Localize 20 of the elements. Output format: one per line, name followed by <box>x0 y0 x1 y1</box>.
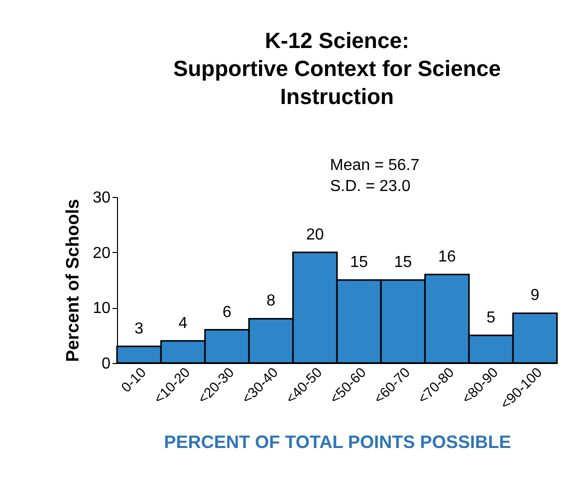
y-tick-label: 10 <box>92 300 111 318</box>
data-label: 3 <box>134 320 144 338</box>
data-label: 9 <box>530 287 540 304</box>
data-label: 6 <box>222 304 232 321</box>
y-tick-label: 0 <box>102 356 111 372</box>
data-label: 4 <box>178 314 188 332</box>
data-label: 5 <box>486 309 496 326</box>
text: Mean = 56.7 <box>330 157 420 174</box>
text: S.D. = 23.0 <box>330 178 411 195</box>
y-tick-label: 30 <box>92 190 111 206</box>
data-label: 15 <box>350 254 368 271</box>
data-label: 20 <box>306 226 324 244</box>
data-label: 8 <box>266 292 276 310</box>
data-label: 15 <box>394 254 412 271</box>
chart-title: K-12 Science: Supportive Context for Science Instruction <box>173 28 501 109</box>
y-tick-label: 20 <box>92 244 111 262</box>
y-axis-title: Percent of Schools <box>62 198 83 362</box>
data-label: 16 <box>438 248 456 266</box>
x-axis-title: PERCENT OF TOTAL POINTS POSSIBLE <box>164 432 512 452</box>
x-tick-label: 0-10 <box>118 364 150 396</box>
